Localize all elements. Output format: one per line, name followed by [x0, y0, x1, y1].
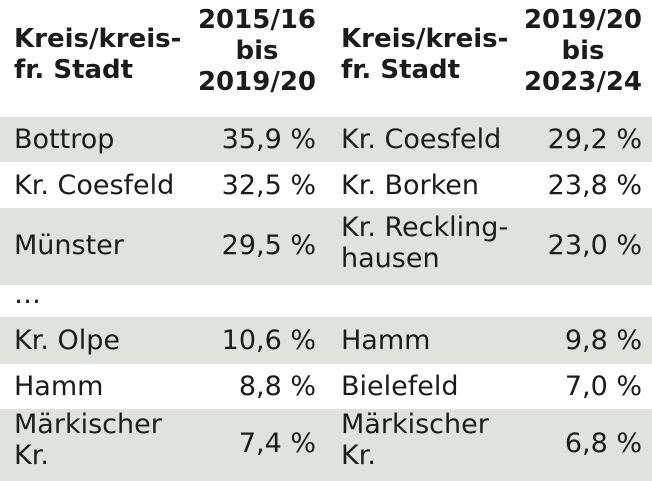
right-name-cell: Märkischer Kr.: [341, 409, 489, 471]
ellipsis-cell: …: [14, 279, 41, 310]
table-row: Kr. Coesfeld 32,5 % Kr. Borken 23,8 %: [0, 162, 652, 208]
right-name-cell: Bielefeld: [341, 371, 459, 402]
left-name-cell: Kr. Olpe: [14, 325, 120, 356]
left-value-cell: 8,8 %: [238, 371, 316, 402]
right-name-cell: Hamm: [341, 325, 431, 356]
right-name-cell: Kr. Coesfeld: [341, 124, 502, 155]
left-value-cell: 29,5 %: [221, 230, 316, 261]
table-header: Kreis/kreis- fr. Stadt 2015/16 bis 2019/…: [0, 0, 652, 117]
header-period-2019-2024: 2019/20 bis 2023/24: [523, 5, 642, 97]
table-row: Märkischer Kr. 7,4 % Märkischer Kr. 6,8 …: [0, 409, 652, 481]
right-value-cell: 9,8 %: [564, 325, 642, 356]
header-period-2015-2020: 2015/16 bis 2019/20: [197, 5, 316, 97]
header-kreis-left: Kreis/kreis- fr. Stadt: [14, 24, 182, 85]
left-name-cell: Kr. Coesfeld: [14, 170, 175, 201]
right-name-cell: Kr. Borken: [341, 170, 480, 201]
right-value-cell: 29,2 %: [547, 124, 642, 155]
left-name-cell: Bottrop: [14, 124, 115, 155]
table-row: Kr. Olpe 10,6 % Hamm 9,8 %: [0, 317, 652, 364]
right-name-cell: Kr. Reckling- hausen: [341, 212, 509, 274]
left-name-cell: Hamm: [14, 371, 104, 402]
left-value-cell: 35,9 %: [221, 124, 316, 155]
left-value-cell: 32,5 %: [221, 170, 316, 201]
right-value-cell: 6,8 %: [564, 428, 642, 459]
table-row: Hamm 8,8 % Bielefeld 7,0 %: [0, 364, 652, 409]
table-row: Bottrop 35,9 % Kr. Coesfeld 29,2 %: [0, 117, 652, 162]
left-value-cell: 7,4 %: [238, 428, 316, 459]
left-value-cell: 10,6 %: [221, 325, 316, 356]
left-name-cell: Märkischer Kr.: [14, 409, 162, 471]
right-value-cell: 23,8 %: [547, 170, 642, 201]
header-kreis-right: Kreis/kreis- fr. Stadt: [341, 24, 509, 85]
right-value-cell: 23,0 %: [547, 230, 642, 261]
right-value-cell: 7,0 %: [564, 371, 642, 402]
table-row-ellipsis: …: [0, 279, 652, 317]
table-row: Münster 29,5 % Kr. Reckling- hausen 23,0…: [0, 208, 652, 285]
left-name-cell: Münster: [14, 230, 124, 261]
